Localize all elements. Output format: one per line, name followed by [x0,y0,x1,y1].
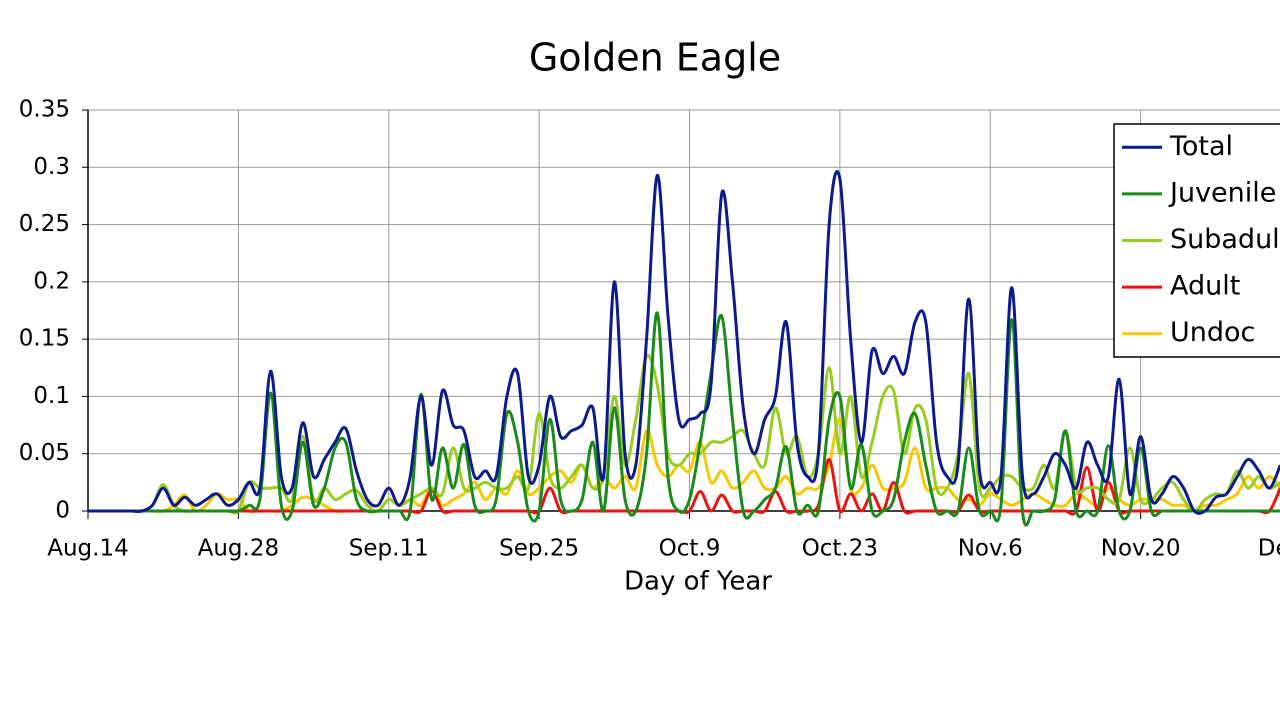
series-line [88,170,1280,515]
legend-label: Adult [1170,271,1240,302]
y-tick-label: 0.2 [33,268,70,294]
legend-label: Total [1169,131,1233,162]
legend-label: Juvenile [1168,177,1276,208]
x-tick-label: Sep.25 [499,536,579,562]
legend-label: Subadult [1170,224,1280,255]
x-tick-label: Dec.4 [1258,536,1280,562]
x-tick-label: Oct.9 [659,536,721,562]
y-tick-label: 0 [55,498,70,524]
x-tick-label: Nov.6 [958,536,1023,562]
series-line [88,311,1280,527]
x-axis-label: Day of Year [624,567,772,597]
chart-title: Golden Eagle [529,36,781,80]
legend-label: Undoc [1170,317,1255,348]
y-tick-label: 0.1 [33,383,70,409]
x-tick-label: Aug.14 [47,536,129,562]
x-tick-label: Aug.28 [198,536,280,562]
y-tick-label: 0.25 [19,211,70,237]
y-tick-label: 0.35 [19,97,70,123]
x-tick-label: Oct.23 [802,536,878,562]
x-tick-label: Sep.11 [349,536,429,562]
y-tick-label: 0.15 [19,326,70,352]
y-tick-label: 0.3 [33,154,70,180]
y-tick-label: 0.05 [19,440,70,466]
x-tick-label: Nov.20 [1101,536,1181,562]
